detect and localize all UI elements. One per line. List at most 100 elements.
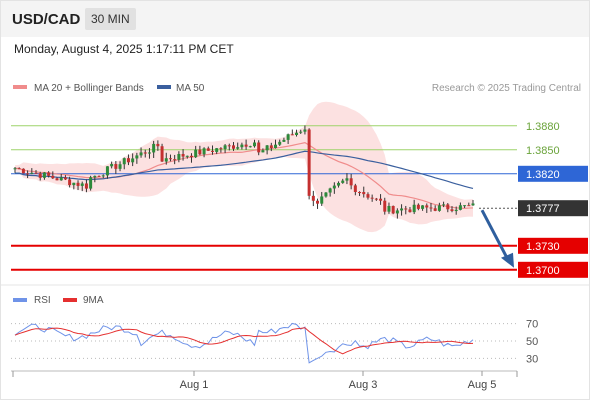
candle-body — [210, 150, 214, 152]
candle-body — [51, 175, 55, 179]
candle-body — [358, 192, 362, 194]
candle-body — [135, 155, 139, 159]
candle-body — [299, 131, 303, 133]
ma50-legend-swatch — [157, 85, 171, 89]
candle-body — [421, 205, 425, 209]
candle-body — [446, 204, 450, 210]
candle-body — [383, 200, 387, 212]
candle-body — [156, 143, 160, 147]
candle-body — [194, 149, 198, 158]
candle-body — [206, 148, 210, 151]
candle-body — [408, 209, 412, 213]
candle-body — [185, 155, 189, 157]
rsi-line — [14, 322, 474, 364]
candle-body — [370, 197, 374, 199]
x-axis-ticks: Aug 1 Aug 3 Aug 5 — [12, 371, 518, 391]
candle-body — [425, 205, 429, 208]
candle-body — [143, 152, 147, 154]
candle-body — [177, 154, 181, 160]
ma50-legend-label: MA 50 — [176, 83, 205, 94]
candle-body — [160, 146, 164, 162]
candle-body — [391, 205, 395, 214]
candle-body — [324, 192, 328, 197]
level-label-pivot: 1.3820 — [526, 169, 560, 181]
candle-body — [80, 183, 84, 186]
candle-body — [316, 200, 320, 204]
candle-body — [139, 152, 143, 156]
candle-body — [89, 177, 93, 189]
candle-body — [72, 182, 76, 186]
candle-body — [118, 164, 122, 169]
candle-body — [236, 147, 240, 149]
candle-body — [467, 205, 471, 207]
copyright-text: Research © 2025 Trading Central — [432, 83, 581, 94]
candle-body — [84, 183, 88, 189]
candle-body — [458, 205, 462, 210]
candle-body — [227, 145, 231, 147]
candle-body — [147, 152, 151, 154]
ma20-legend-swatch — [13, 85, 27, 89]
candle-body — [362, 192, 366, 195]
symbol-title: USD/CAD — [12, 11, 81, 28]
candle-body — [240, 144, 244, 148]
candle-body — [400, 208, 404, 211]
x-axis-tick-label: Aug 5 — [468, 379, 497, 391]
level-label-resistance: 1.3850 — [526, 145, 560, 157]
candle-body — [463, 205, 467, 207]
rsi-tick-label: 30 — [526, 353, 538, 365]
candle-body — [34, 172, 38, 174]
level-label-box-support — [518, 261, 588, 278]
candle-body — [311, 195, 315, 201]
level-label-resistance: 1.3880 — [526, 121, 560, 133]
candle-body — [59, 177, 63, 181]
level-label-box-support — [518, 237, 588, 254]
candle-body — [223, 145, 227, 149]
candle-body — [274, 144, 278, 149]
candle-body — [454, 209, 458, 212]
candle-body — [13, 168, 17, 170]
rsi9ma-legend-label: 9MA — [83, 295, 104, 306]
candle-body — [105, 166, 109, 176]
candle-body — [295, 132, 299, 135]
candle-body — [219, 148, 223, 150]
candle-body — [231, 145, 235, 149]
candle-body — [332, 185, 336, 189]
candle-body — [328, 188, 332, 193]
rsi-legend-swatch — [13, 298, 27, 302]
candle-body — [68, 179, 72, 186]
candle-body — [198, 149, 202, 155]
candle-body — [114, 164, 118, 169]
candle-body — [21, 168, 25, 174]
candle-body — [379, 198, 383, 201]
candle-body — [244, 144, 248, 147]
x-axis-tick-label: Aug 1 — [180, 379, 209, 391]
candle-body — [126, 158, 130, 163]
rsi-panel: 70 50 30 — [11, 319, 538, 365]
timeframe-button[interactable]: 30 MIN — [85, 8, 136, 30]
candle-body — [253, 142, 257, 147]
candle-body — [387, 205, 391, 212]
candle-body — [42, 172, 46, 178]
candle-body — [265, 145, 269, 151]
candle-body — [17, 168, 21, 170]
candle-body — [437, 205, 441, 211]
candle-body — [286, 134, 290, 140]
candle-body — [101, 175, 105, 177]
candle-body — [395, 210, 399, 214]
forecast-arrow-head — [501, 252, 514, 268]
candle-body — [152, 143, 156, 153]
candle-body — [345, 178, 349, 181]
candle-body — [412, 204, 416, 213]
candle-body — [307, 129, 311, 196]
candle-body — [429, 207, 433, 209]
price-level-labels: 1.3880 1.3850 1.3820 1.3777 1.3730 1.3700 — [518, 121, 588, 278]
rsi-9ma-line — [14, 327, 474, 355]
candle-body — [215, 148, 219, 152]
candle-body — [404, 208, 408, 210]
candle-body — [131, 158, 135, 163]
candle-body — [164, 158, 168, 162]
level-label-support: 1.3730 — [526, 241, 560, 253]
candles — [13, 125, 475, 219]
